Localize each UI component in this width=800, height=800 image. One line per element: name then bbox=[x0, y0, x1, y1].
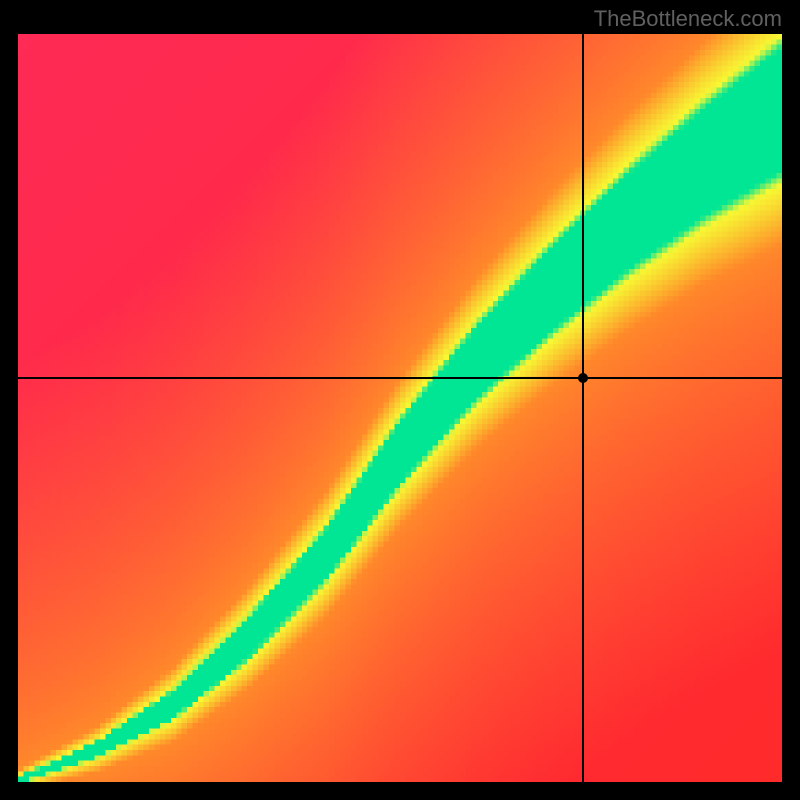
heatmap-canvas bbox=[18, 34, 782, 782]
crosshair-horizontal bbox=[18, 377, 782, 379]
heatmap-plot bbox=[18, 34, 782, 782]
crosshair-vertical bbox=[582, 34, 584, 782]
watermark-text: TheBottleneck.com bbox=[594, 6, 782, 32]
